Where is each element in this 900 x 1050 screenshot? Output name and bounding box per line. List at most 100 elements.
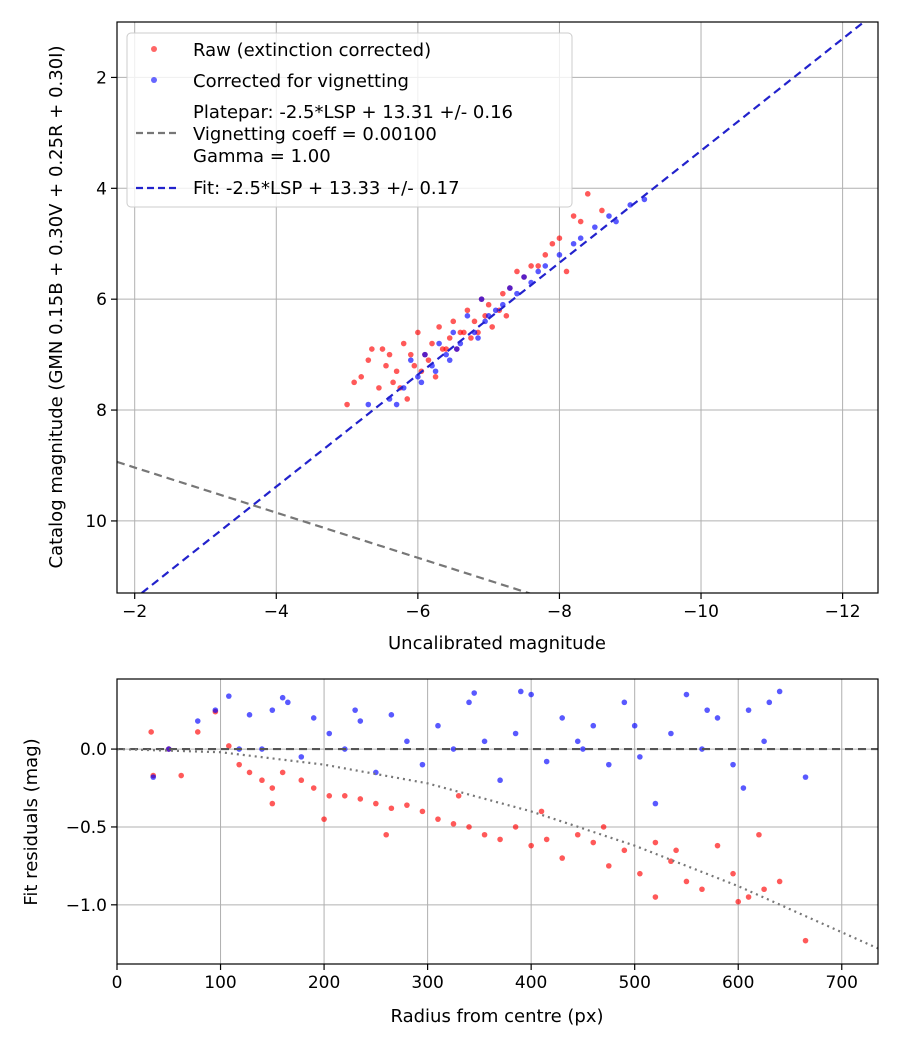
bottom-point-raw-residuals	[600, 824, 607, 830]
top-y-tick-label: 4	[96, 179, 107, 199]
bottom-point-corrected-residuals	[590, 722, 597, 729]
top-point-raw-extinction-corrected	[436, 324, 442, 330]
bottom-point-raw-residuals	[226, 743, 232, 749]
top-point-raw-extinction-corrected	[369, 346, 375, 352]
bottom-point-raw-residuals	[148, 729, 154, 735]
bottom-point-raw-residuals	[435, 816, 441, 822]
top-point-corrected-for-vignetting	[556, 252, 563, 258]
fit-residuals-chart: 0 100 200 300 400 500 600 700 0.0 −0.5 −1.0 Radius…	[21, 678, 879, 1027]
top-point-raw-extinction-corrected	[344, 401, 350, 408]
top-point-raw-extinction-corrected	[358, 373, 365, 380]
bottom-point-raw-residuals	[735, 898, 742, 905]
top-point-corrected-for-vignetting	[436, 340, 442, 347]
bottom-x-tick-label: 700	[826, 973, 858, 993]
top-series	[117, 22, 865, 593]
top-point-raw-extinction-corrected	[500, 290, 506, 297]
top-point-raw-extinction-corrected	[549, 240, 556, 247]
legend-label-fit: Fit: -2.5*LSP + 13.33 +/- 0.17	[193, 178, 460, 199]
bottom-point-corrected-residuals	[761, 738, 767, 745]
legend-label-raw: Raw (extinction corrected)	[193, 40, 431, 61]
top-point-corrected-for-vignetting	[492, 307, 499, 314]
bottom-point-raw-residuals	[321, 816, 327, 822]
top-point-raw-extinction-corrected	[407, 351, 414, 358]
bottom-point-corrected-residuals	[466, 699, 472, 706]
bottom-point-raw-residuals	[326, 793, 333, 799]
bottom-point-raw-residuals	[310, 785, 317, 791]
top-ticks: −2 −4 −6 −8 −10 −12 2 4 6 8 10	[85, 68, 860, 622]
top-point-raw-extinction-corrected	[514, 268, 520, 275]
bottom-x-axis-label: Radius from centre (px)	[390, 1006, 603, 1027]
bottom-grid	[116, 679, 878, 964]
top-point-raw-extinction-corrected	[468, 335, 474, 341]
bottom-point-corrected-residuals	[704, 707, 710, 713]
magnitude-calibration-chart: −2 −4 −6 −8 −10 −12 2 4 6 8 10 Uncalibrated magnit…	[46, 21, 879, 654]
bottom-point-corrected-residuals	[279, 694, 286, 701]
bottom-point-corrected-residuals	[481, 738, 488, 745]
bottom-point-corrected-residuals	[637, 754, 643, 760]
bottom-point-raw-residuals	[528, 842, 534, 849]
top-point-raw-extinction-corrected	[439, 346, 446, 352]
bottom-point-raw-residuals	[652, 839, 659, 846]
bottom-x-tick-label: 500	[618, 973, 650, 993]
legend-label-corrected: Corrected for vignetting	[193, 71, 409, 92]
top-point-corrected-for-vignetting	[407, 357, 414, 363]
top-point-corrected-for-vignetting	[418, 379, 425, 386]
bottom-point-corrected-residuals	[404, 738, 410, 745]
bottom-point-raw-residuals	[383, 831, 389, 838]
top-point-corrected-for-vignetting	[475, 335, 481, 341]
top-point-corrected-for-vignetting	[453, 346, 460, 352]
bottom-point-corrected-residuals	[246, 712, 253, 718]
top-point-raw-extinction-corrected	[383, 362, 389, 369]
legend-label-vignetting-coeff: Vignetting coeff = 0.00100	[193, 124, 437, 145]
bottom-point-corrected-residuals	[802, 774, 809, 780]
bottom-point-raw-residuals	[543, 836, 550, 843]
bottom-point-raw-residuals	[178, 772, 184, 779]
bottom-point-corrected-residuals	[471, 690, 478, 696]
top-point-raw-extinction-corrected	[528, 263, 534, 269]
bottom-point-corrected-residuals	[621, 699, 628, 706]
bottom-x-tick-label: 100	[204, 973, 236, 993]
bottom-y-tick-label: −1.0	[66, 896, 107, 916]
bottom-point-corrected-residuals	[699, 746, 705, 752]
legend-label-gamma: Gamma = 1.00	[193, 146, 331, 167]
bottom-point-corrected-residuals	[357, 718, 364, 724]
top-point-raw-extinction-corrected	[386, 351, 393, 358]
bottom-point-corrected-residuals	[497, 777, 503, 784]
top-point-raw-extinction-corrected	[446, 335, 453, 341]
bottom-point-corrected-residuals	[310, 715, 317, 721]
bottom-point-raw-residuals	[194, 729, 201, 735]
bottom-x-tick-label: 400	[515, 973, 547, 993]
bottom-point-corrected-residuals	[652, 800, 659, 807]
bottom-x-tick-label: 600	[722, 973, 754, 993]
bottom-point-corrected-residuals	[512, 730, 519, 737]
top-point-corrected-for-vignetting	[535, 268, 542, 275]
top-x-tick-label: −2	[122, 602, 147, 622]
top-y-tick-label: 10	[85, 512, 107, 532]
bottom-point-raw-residuals	[236, 761, 242, 768]
top-point-corrected-for-vignetting	[514, 290, 520, 297]
bottom-point-raw-residuals	[259, 777, 265, 784]
top-line-fit-2-5-lsp-13-33-0-17	[141, 22, 865, 593]
bottom-point-raw-residuals	[714, 842, 721, 849]
bottom-point-corrected-residuals	[668, 730, 674, 737]
bottom-point-corrected-residuals	[740, 785, 747, 791]
top-point-raw-extinction-corrected	[570, 213, 577, 219]
bottom-point-corrected-residuals	[517, 688, 524, 695]
top-point-raw-extinction-corrected	[485, 301, 492, 308]
bottom-point-raw-residuals	[606, 863, 612, 869]
bottom-point-raw-residuals	[590, 839, 597, 846]
bottom-point-raw-residuals	[388, 805, 395, 812]
top-point-raw-extinction-corrected	[556, 235, 563, 242]
top-point-corrected-for-vignetting	[507, 285, 513, 291]
bottom-point-corrected-residuals	[559, 715, 566, 721]
top-x-tick-label: −12	[825, 602, 861, 622]
top-point-raw-extinction-corrected	[503, 313, 510, 319]
legend: Raw (extinction corrected) Corrected for…	[126, 32, 573, 208]
top-point-corrected-for-vignetting	[592, 224, 598, 230]
top-point-corrected-for-vignetting	[570, 240, 577, 247]
bottom-y-tick-label: 0.0	[80, 740, 107, 760]
top-point-raw-extinction-corrected	[450, 318, 457, 325]
bottom-plot-frame	[116, 678, 879, 965]
bottom-point-corrected-residuals	[606, 761, 612, 768]
